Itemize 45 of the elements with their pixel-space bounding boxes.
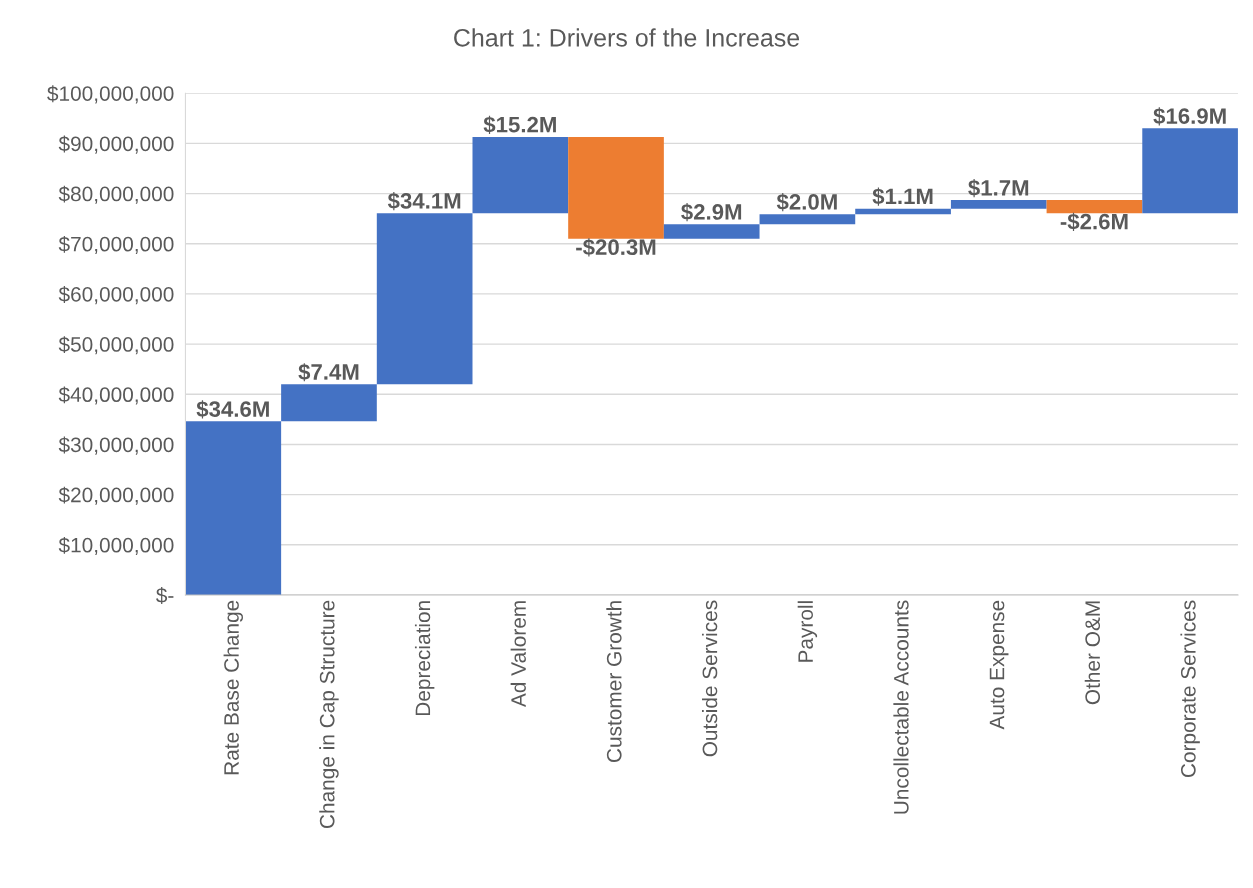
y-tick-label: $- [156,587,174,604]
x-tick-label: Payroll [797,601,818,662]
bar [472,136,569,214]
data-label: $1.1M [872,187,933,206]
data-label: $7.4M [298,363,359,382]
x-tick-label: Customer Growth [606,601,622,762]
data-label: -$2.6M [1060,212,1128,231]
x-tick-label: Depreciation [414,601,435,716]
y-tick-label: $50,000,000 [58,336,174,355]
y-tick-label: $10,000,000 [58,536,174,555]
bar [1046,200,1143,214]
data-label: $1.7M [968,179,1029,198]
data-label: $34.1M [387,192,461,211]
y-tick-label: $100,000,000 [47,85,174,104]
y-tick-label: $90,000,000 [58,135,174,154]
x-tick-label: Other O&M [1084,601,1101,705]
y-tick-label: $30,000,000 [58,436,174,455]
data-label: $15.2M [483,115,556,134]
x-tick-label: Auto Expense [989,600,1009,730]
bar [376,213,473,385]
bar [759,214,856,225]
bar [568,136,664,239]
data-label: $2.9M [681,203,742,222]
x-tick-label: Rate Base Change [223,600,243,775]
data-label: $2.0M [776,193,837,212]
x-tick-label: Uncollectable Accounts [893,600,909,814]
data-label: $34.6M [196,400,269,419]
x-tick-label: Corporate Services [1180,600,1200,778]
x-tick-label: Ad Valorem [510,601,526,708]
y-tick-label: $80,000,000 [58,185,174,204]
bar [663,224,760,239]
bar [855,208,951,215]
bar [1142,128,1238,214]
y-tick-label: $40,000,000 [58,386,174,405]
data-label: $16.9M [1153,107,1226,126]
chart-title: Chart 1: Drivers of the Increase [454,28,800,47]
x-tick-label: Outside Services [701,600,718,757]
data-label: -$20.3M [576,238,656,257]
bar [950,200,1047,209]
y-tick-label: $70,000,000 [58,235,174,254]
bar [185,421,282,595]
y-tick-label: $20,000,000 [58,486,174,505]
bar [281,384,377,422]
y-tick-label: $60,000,000 [58,286,174,305]
x-tick-label: Change in Cap Structure [319,600,339,829]
